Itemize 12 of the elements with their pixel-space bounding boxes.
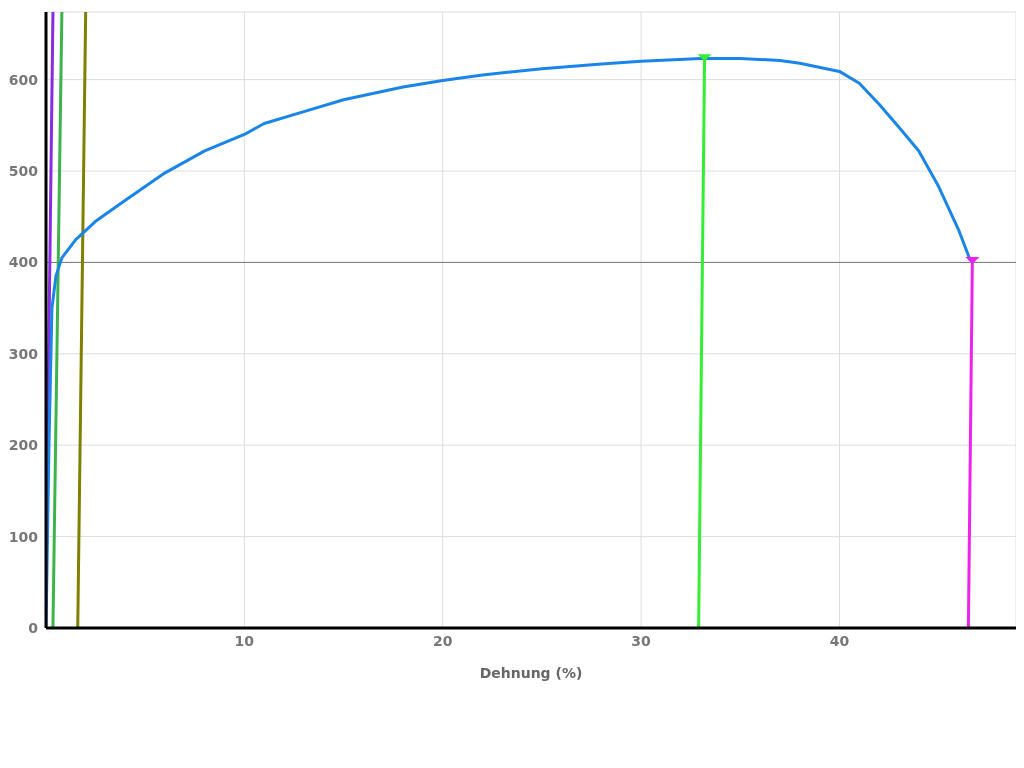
y-tick-label: 0 — [28, 619, 39, 636]
y-tick-label: 300 — [8, 345, 39, 362]
y-tick-label: 200 — [8, 437, 39, 454]
y-tick-label: 500 — [8, 163, 39, 179]
x-tick-label: 40 — [829, 632, 850, 649]
y-tick-label: 600 — [8, 71, 39, 88]
y-tick-label: 400 — [8, 254, 39, 271]
x-tick-label: 10 — [234, 632, 255, 649]
y-tick-label: 100 — [8, 528, 39, 545]
x-tick-label: 20 — [432, 632, 453, 649]
x-tick-label: 30 — [631, 632, 652, 649]
x-axis-title: Dehnung (%) — [479, 665, 583, 681]
